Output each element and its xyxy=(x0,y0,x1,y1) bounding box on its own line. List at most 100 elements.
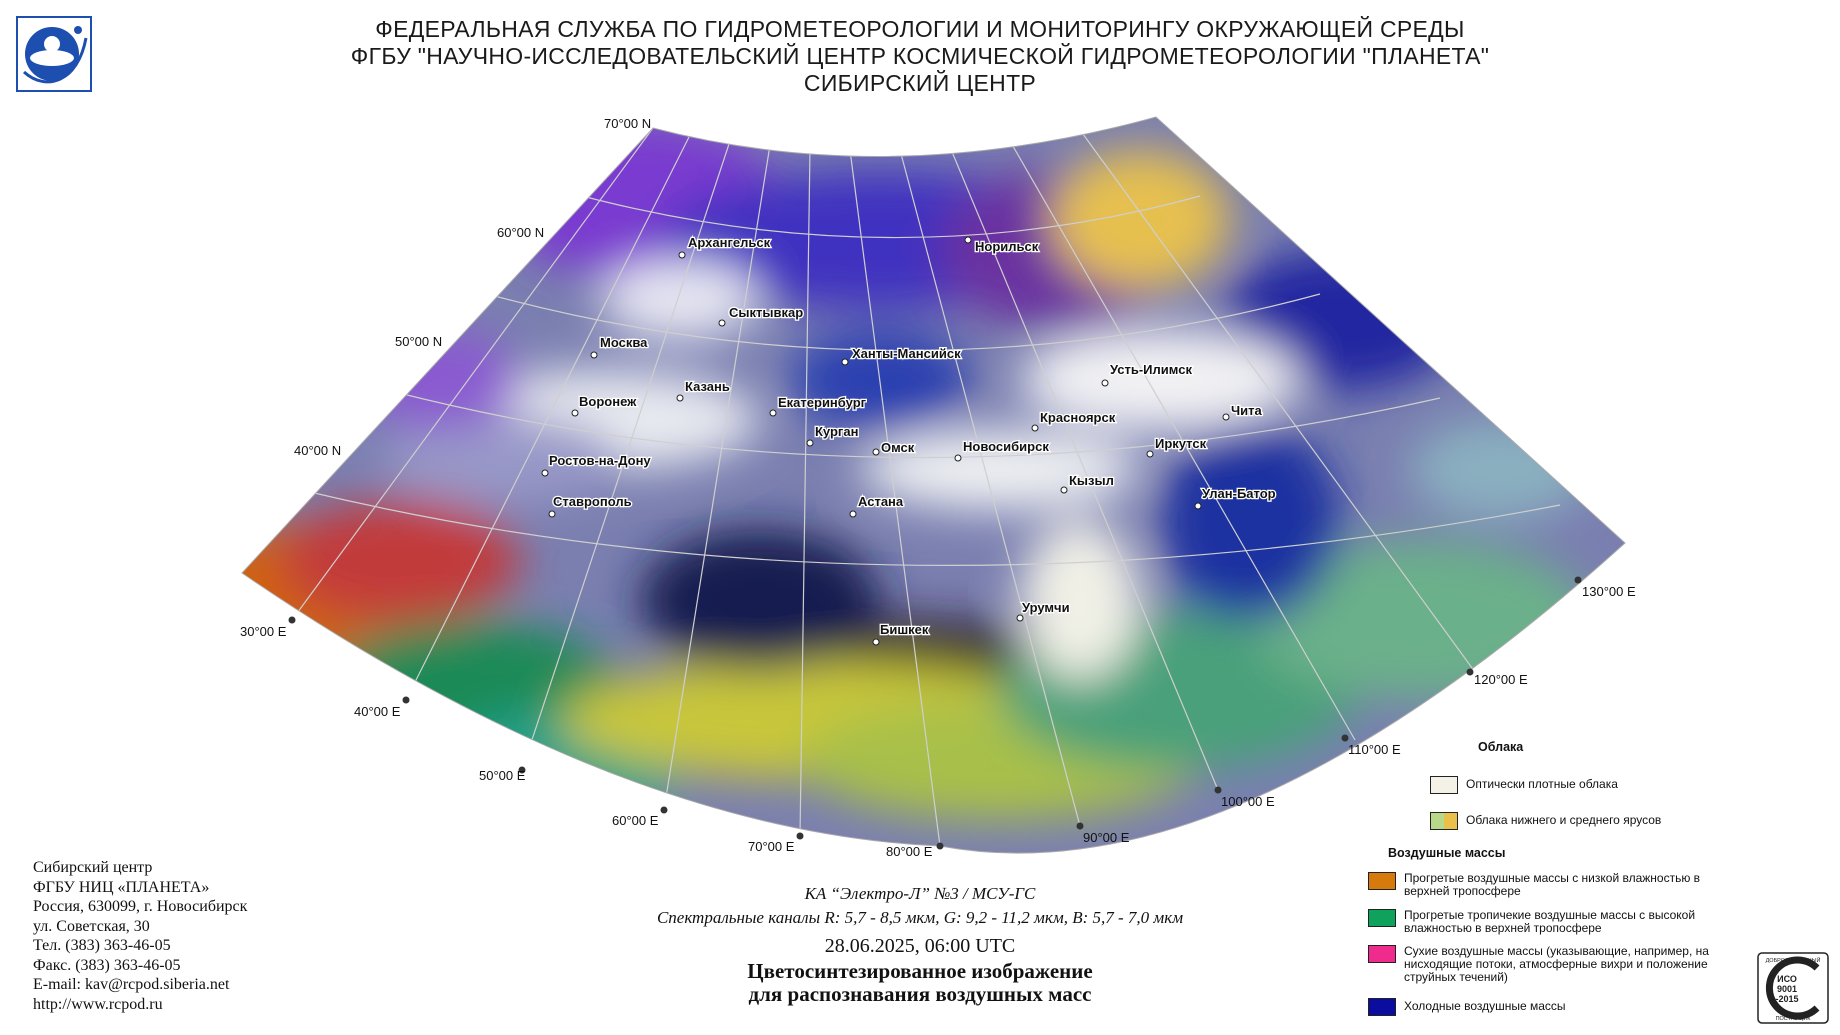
city-bishkek: Бишкек xyxy=(872,621,930,646)
legend-item-warm-dry: Прогретые воздушные массы с низкой влажн… xyxy=(1368,872,1728,898)
lon-label-30: 30°00 E xyxy=(240,624,287,639)
contacts-line: ФГБУ НИЦ «ПЛАНЕТА» xyxy=(33,878,210,896)
caption-channels: Спектральные каналы R: 5,7 - 8,5 мкм, G:… xyxy=(656,908,1184,927)
city-kurgan: Курган xyxy=(806,423,860,447)
city-ulaanbaatar: Улан-Батор xyxy=(1194,485,1277,510)
svg-text:Екатеринбург: Екатеринбург xyxy=(778,395,867,410)
caption-title-2: для распознавания воздушных масс xyxy=(748,982,1092,1006)
lon-tick-120 xyxy=(1466,668,1474,676)
svg-text:Ростов-на-Дону: Ростов-на-Дону xyxy=(549,453,651,468)
svg-text:Норильск: Норильск xyxy=(975,239,1039,254)
city-omsk: Омск xyxy=(872,439,916,456)
svg-text:9001: 9001 xyxy=(1777,984,1797,994)
city-norilsk: Норильск xyxy=(964,236,1040,255)
image-caption: КА “Электро-Л” №3 / МСУ-ГС Спектральные … xyxy=(560,882,1280,1006)
svg-text:Новосибирск: Новосибирск xyxy=(963,439,1049,454)
legend-swatch xyxy=(1430,776,1458,794)
svg-text:-2015: -2015 xyxy=(1775,994,1798,1004)
lon-label-70: 70°00 E xyxy=(748,839,795,854)
lon-tick-90 xyxy=(1076,822,1084,830)
lon-tick-100 xyxy=(1214,786,1222,794)
svg-text:Архангельск: Архангельск xyxy=(688,235,771,250)
city-chita: Чита xyxy=(1222,402,1264,421)
svg-text:Бишкек: Бишкек xyxy=(880,622,929,637)
svg-text:Ставрополь: Ставрополь xyxy=(553,494,632,509)
header-line-2: ФГБУ "НАУЧНО-ИССЛЕДОВАТЕЛЬСКИЙ ЦЕНТР КОС… xyxy=(350,43,1490,69)
legend-item-dense-clouds: Оптически плотные облака xyxy=(1430,776,1618,794)
lon-label-90: 90°00 E xyxy=(1083,830,1130,845)
latitude-labels: 70°00 N 60°00 N 50°00 N 40°00 N xyxy=(294,116,651,458)
svg-text:Иркутск: Иркутск xyxy=(1155,436,1207,451)
legend-airmass-header: Воздушные массы xyxy=(1388,846,1506,860)
lon-label-100: 100°00 E xyxy=(1221,794,1275,809)
graticule-lines xyxy=(291,127,1561,847)
svg-text:Улан-Батор: Улан-Батор xyxy=(1202,486,1276,501)
city-urumqi: Урумчи xyxy=(1016,599,1071,622)
caption-title-1: Цветосинтезированное изображение xyxy=(747,959,1093,983)
svg-text:Москва: Москва xyxy=(600,335,648,350)
lon-label-120: 120°00 E xyxy=(1474,672,1528,687)
lat-label-60: 60°00 N xyxy=(497,225,544,240)
svg-text:Чита: Чита xyxy=(1231,403,1262,418)
legend-item-cold: Холодные воздушные массы xyxy=(1368,998,1728,1016)
contacts-line: Сибирский центр xyxy=(33,859,153,876)
lon-tick-110 xyxy=(1341,734,1349,742)
lat-label-50: 50°00 N xyxy=(395,334,442,349)
lon-tick-50 xyxy=(518,766,526,774)
svg-text:Казань: Казань xyxy=(685,379,730,394)
contacts-website[interactable]: http://www.rcpod.ru xyxy=(33,995,163,1013)
city-arkhangelsk: Архангельск xyxy=(678,234,772,259)
svg-text:Красноярск: Красноярск xyxy=(1040,410,1116,425)
lon-tick-60 xyxy=(660,806,668,814)
city-novosibirsk: Новосибирск xyxy=(954,438,1051,462)
header-line-1: ФЕДЕРАЛЬНАЯ СЛУЖБА ПО ГИДРОМЕТЕОРОЛОГИИ … xyxy=(375,16,1465,42)
svg-text:Сыктывкар: Сыктывкар xyxy=(729,305,803,320)
city-kyzyl: Кызыл xyxy=(1060,472,1115,494)
caption-datetime: 28.06.2025, 06:00 UTC xyxy=(824,935,1016,957)
lon-tick-40 xyxy=(402,696,410,704)
svg-text:ИСО: ИСО xyxy=(1777,974,1797,984)
lon-label-110: 110°00 E xyxy=(1348,742,1401,757)
legend-item-low-mid-clouds: Облака нижнего и среднего ярусов xyxy=(1430,812,1661,830)
lat-label-70: 70°00 N xyxy=(604,116,651,131)
city-khanty-mansiysk: Ханты-Мансийск xyxy=(841,345,962,366)
iso-9001-badge: ДОБРОСОВЕСТНЫЙ ИСО 9001 -2015 ПОСТАВЩИК xyxy=(1757,952,1829,1024)
city-irkutsk: Иркутск xyxy=(1146,435,1208,458)
lat-label-40: 40°00 N xyxy=(294,443,341,458)
legend-swatch-split xyxy=(1430,812,1458,830)
svg-text:Воронеж: Воронеж xyxy=(579,394,637,409)
city-krasnoyarsk: Красноярск xyxy=(1031,409,1117,432)
lon-label-80: 80°00 E xyxy=(886,844,933,859)
svg-text:Кызыл: Кызыл xyxy=(1069,473,1114,488)
lon-tick-130 xyxy=(1574,576,1582,584)
lon-label-40: 40°00 E xyxy=(354,704,401,719)
contacts-email[interactable]: E-mail: kav@rcpod.siberia.net xyxy=(33,976,230,993)
svg-text:ДОБРОСОВЕСТНЫЙ: ДОБРОСОВЕСТНЫЙ xyxy=(1766,956,1821,964)
planeta-logo xyxy=(16,16,92,92)
lon-tick-80 xyxy=(936,842,944,850)
legend-swatch xyxy=(1368,998,1396,1016)
svg-text:Омск: Омск xyxy=(881,440,915,455)
legend-clouds-header: Облака xyxy=(1478,740,1524,754)
city-stavropol: Ставрополь xyxy=(548,493,633,518)
legend-item-warm-tropical: Прогретые тропичекие воздушные массы с в… xyxy=(1368,909,1728,935)
lon-label-60: 60°00 E xyxy=(612,813,659,828)
contacts-line: Факс. (383) 363-46-05 xyxy=(33,956,181,974)
svg-text:Ханты-Мансийск: Ханты-Мансийск xyxy=(852,346,961,361)
city-kazan: Казань xyxy=(676,378,731,402)
svg-text:Астана: Астана xyxy=(858,494,904,509)
city-markers: Архангельск Норильск Сыктывкар Москва Ха… xyxy=(541,234,1277,646)
contacts-line: Россия, 630099, г. Новосибирск xyxy=(33,898,248,915)
caption-satellite: КА “Электро-Л” №3 / МСУ-ГС xyxy=(804,884,1036,903)
contacts-line: ул. Советская, 30 xyxy=(33,917,150,935)
svg-text:Курган: Курган xyxy=(815,424,858,439)
city-ust-ilimsk: Усть-Илимск xyxy=(1101,361,1194,387)
lon-label-130: 130°00 E xyxy=(1582,584,1636,599)
legend-item-dry: Сухие воздушные массы (указывающие, напр… xyxy=(1368,945,1728,984)
svg-text:Урумчи: Урумчи xyxy=(1022,600,1070,615)
legend-swatch xyxy=(1368,909,1396,927)
city-voronezh: Воронеж xyxy=(571,393,638,417)
city-astana: Астана xyxy=(849,493,905,518)
lon-tick-30 xyxy=(288,616,296,624)
